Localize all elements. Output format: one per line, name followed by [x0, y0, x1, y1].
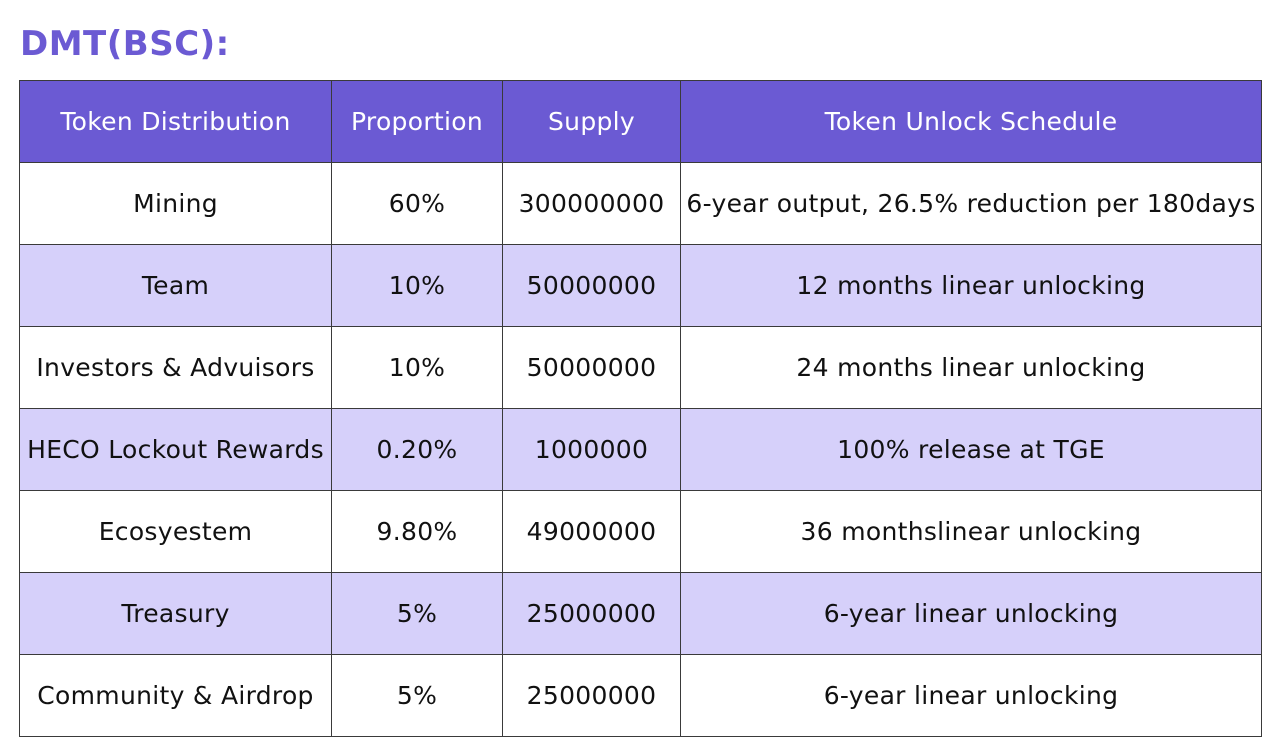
table-row: HECO Lockout Rewards 0.20% 1000000 100% … — [19, 408, 1262, 491]
header-token-distribution: Token Distribution — [19, 80, 332, 163]
cell-unlock-schedule: 6-year output, 26.5% reduction per 180da… — [680, 162, 1262, 245]
cell-proportion: 60% — [331, 162, 503, 245]
cell-supply: 1000000 — [502, 408, 681, 491]
table-row: Mining 60% 300000000 6-year output, 26.5… — [19, 162, 1262, 245]
cell-supply: 50000000 — [502, 244, 681, 327]
header-supply: Supply — [502, 80, 681, 163]
cell-distribution: Community & Airdrop — [19, 654, 332, 737]
table-row: Team 10% 50000000 12 months linear unloc… — [19, 244, 1262, 327]
cell-supply: 300000000 — [502, 162, 681, 245]
cell-distribution: Investors & Advuisors — [19, 326, 332, 409]
cell-proportion: 0.20% — [331, 408, 503, 491]
table-header: Token Distribution Proportion Supply Tok… — [19, 80, 1262, 163]
token-distribution-table: Token Distribution Proportion Supply Tok… — [19, 80, 1262, 737]
cell-unlock-schedule: 100% release at TGE — [680, 408, 1262, 491]
cell-proportion: 9.80% — [331, 490, 503, 573]
table-body: Mining 60% 300000000 6-year output, 26.5… — [19, 162, 1262, 737]
cell-unlock-schedule: 6-year linear unlocking — [680, 572, 1262, 655]
cell-supply: 25000000 — [502, 572, 681, 655]
cell-proportion: 10% — [331, 244, 503, 327]
page-title: DMT(BSC): — [20, 24, 230, 64]
table-row: Community & Airdrop 5% 25000000 6-year l… — [19, 654, 1262, 737]
cell-unlock-schedule: 36 monthslinear unlocking — [680, 490, 1262, 573]
table-row: Ecosyestem 9.80% 49000000 36 monthslinea… — [19, 490, 1262, 573]
cell-unlock-schedule: 24 months linear unlocking — [680, 326, 1262, 409]
cell-proportion: 10% — [331, 326, 503, 409]
cell-supply: 25000000 — [502, 654, 681, 737]
table-row: Investors & Advuisors 10% 50000000 24 mo… — [19, 326, 1262, 409]
cell-distribution: Ecosyestem — [19, 490, 332, 573]
cell-proportion: 5% — [331, 654, 503, 737]
cell-distribution: Treasury — [19, 572, 332, 655]
cell-distribution: Team — [19, 244, 332, 327]
cell-proportion: 5% — [331, 572, 503, 655]
cell-supply: 50000000 — [502, 326, 681, 409]
cell-unlock-schedule: 6-year linear unlocking — [680, 654, 1262, 737]
header-row: Token Distribution Proportion Supply Tok… — [19, 80, 1262, 163]
cell-unlock-schedule: 12 months linear unlocking — [680, 244, 1262, 327]
cell-distribution: Mining — [19, 162, 332, 245]
table-row: Treasury 5% 25000000 6-year linear unloc… — [19, 572, 1262, 655]
header-token-unlock-schedule: Token Unlock Schedule — [680, 80, 1262, 163]
cell-distribution: HECO Lockout Rewards — [19, 408, 332, 491]
cell-supply: 49000000 — [502, 490, 681, 573]
header-proportion: Proportion — [331, 80, 503, 163]
